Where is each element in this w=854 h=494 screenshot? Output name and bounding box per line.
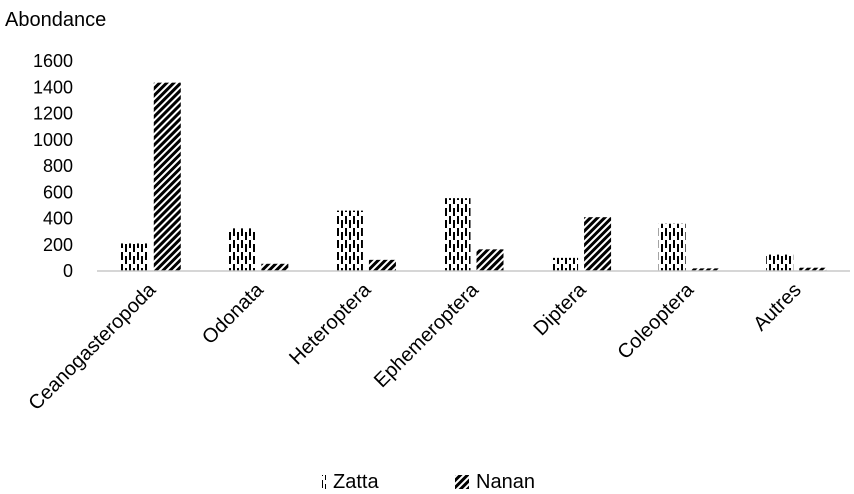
bar-nanan-ephemeroptera	[476, 249, 504, 271]
x-tick-label: Heteroptera	[285, 278, 376, 369]
legend-swatch-zatta	[322, 475, 326, 489]
x-tick-label: Ceanogasteropoda	[24, 278, 160, 414]
bar-zatta-autres	[766, 254, 794, 271]
bar-nanan-odonata	[261, 263, 289, 271]
bars	[120, 82, 827, 271]
x-tick-label: Ephemeroptera	[370, 278, 484, 392]
legend: Zatta Nanan	[322, 471, 535, 493]
bar-zatta-ephemeroptera	[443, 198, 471, 271]
y-tick-label: 0	[63, 261, 73, 281]
y-tick-label: 1200	[33, 104, 73, 124]
bar-zatta-coleoptera	[658, 223, 686, 271]
legend-label-zatta: Zatta	[333, 471, 379, 493]
x-tick-label: Diptera	[529, 278, 591, 340]
legend-label-nanan: Nanan	[476, 471, 535, 493]
x-tick-labels: Ceanogasteropoda Odonata HeteropteraEpheme…	[24, 278, 805, 414]
y-tick-label: 1400	[33, 77, 73, 97]
bar-zatta-diptera	[551, 257, 579, 271]
x-tick-label: Autres	[749, 279, 805, 335]
bar-zatta-heteroptera	[335, 210, 363, 271]
x-tick-label: Coleoptera	[613, 278, 698, 363]
bar-nanan-heteroptera	[368, 259, 396, 271]
y-tick-label: 400	[43, 209, 73, 229]
bar-nanan-ceanogasteropoda	[153, 82, 181, 271]
y-tick-label: 1600	[33, 51, 73, 71]
y-tick-label: 600	[43, 182, 73, 202]
y-tick-label: 800	[43, 156, 73, 176]
bar-zatta-odonata	[228, 228, 256, 271]
y-tick-labels: 0 200 400 600 800 1000 1200 1400 1600	[33, 51, 73, 281]
bar-nanan-diptera	[584, 217, 612, 271]
bar-nanan-autres	[799, 267, 827, 271]
bar-zatta-ceanogasteropoda	[120, 243, 148, 271]
y-axis-label: Abondance	[5, 9, 106, 31]
bar-nanan-coleoptera	[691, 268, 719, 271]
legend-swatch-nanan	[455, 475, 469, 489]
y-tick-label: 1000	[33, 130, 73, 150]
x-tick-label: Odonata	[198, 278, 268, 348]
y-tick-label: 200	[43, 235, 73, 255]
